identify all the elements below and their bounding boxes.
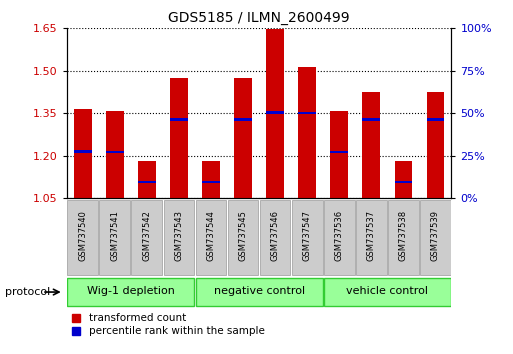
- Bar: [202, 161, 220, 198]
- Bar: [394, 161, 412, 198]
- Text: GSM737546: GSM737546: [270, 210, 280, 261]
- Bar: [420, 200, 451, 275]
- Bar: [74, 150, 91, 153]
- Text: GSM737543: GSM737543: [174, 210, 184, 261]
- Bar: [195, 278, 323, 306]
- Text: protocol: protocol: [5, 287, 50, 297]
- Text: GSM737536: GSM737536: [334, 210, 344, 261]
- Bar: [234, 78, 252, 198]
- Bar: [427, 92, 444, 198]
- Bar: [228, 200, 259, 275]
- Bar: [299, 67, 316, 198]
- Bar: [106, 151, 124, 153]
- Bar: [363, 118, 380, 121]
- Bar: [164, 200, 194, 275]
- Bar: [170, 118, 188, 121]
- Bar: [67, 278, 194, 306]
- Bar: [324, 200, 354, 275]
- Text: vehicle control: vehicle control: [346, 286, 428, 296]
- Text: GSM737537: GSM737537: [367, 210, 376, 261]
- Text: GSM737544: GSM737544: [206, 210, 215, 261]
- Bar: [131, 200, 162, 275]
- Bar: [330, 151, 348, 153]
- Bar: [292, 200, 323, 275]
- Bar: [356, 200, 387, 275]
- Text: GSM737545: GSM737545: [239, 210, 248, 261]
- Bar: [299, 112, 316, 114]
- Bar: [234, 118, 252, 121]
- Text: GSM737547: GSM737547: [303, 210, 312, 261]
- Bar: [138, 181, 155, 183]
- Bar: [260, 200, 290, 275]
- Bar: [106, 111, 124, 198]
- Bar: [170, 78, 188, 198]
- Text: GSM737538: GSM737538: [399, 210, 408, 261]
- Bar: [388, 200, 419, 275]
- Bar: [394, 181, 412, 183]
- Bar: [138, 161, 155, 198]
- Text: GSM737542: GSM737542: [142, 210, 151, 261]
- Bar: [363, 92, 380, 198]
- Text: negative control: negative control: [213, 286, 305, 296]
- Bar: [266, 29, 284, 198]
- Bar: [202, 181, 220, 183]
- Bar: [195, 200, 226, 275]
- Bar: [67, 200, 98, 275]
- Text: Wig-1 depletion: Wig-1 depletion: [87, 286, 175, 296]
- Text: GSM737540: GSM737540: [78, 210, 87, 261]
- Bar: [74, 109, 91, 198]
- Text: GSM737541: GSM737541: [110, 210, 120, 261]
- Bar: [266, 111, 284, 114]
- Bar: [330, 111, 348, 198]
- Title: GDS5185 / ILMN_2600499: GDS5185 / ILMN_2600499: [168, 11, 350, 24]
- Bar: [100, 200, 130, 275]
- Bar: [427, 118, 444, 121]
- Legend: transformed count, percentile rank within the sample: transformed count, percentile rank withi…: [72, 313, 264, 336]
- Bar: [324, 278, 451, 306]
- Text: GSM737539: GSM737539: [431, 210, 440, 261]
